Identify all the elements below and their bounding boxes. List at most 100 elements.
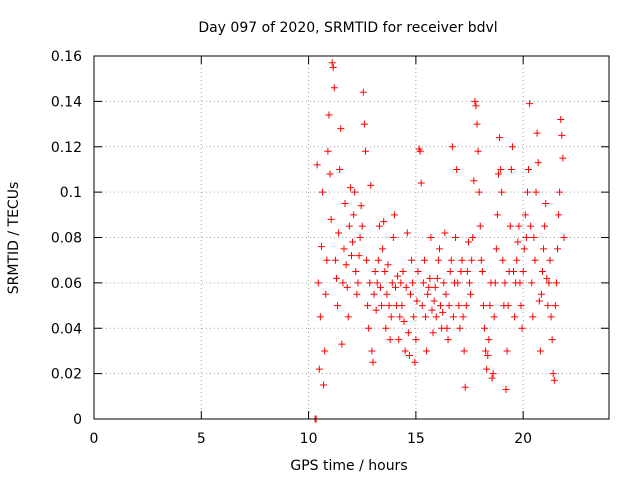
data-point bbox=[341, 199, 349, 207]
data-point bbox=[339, 279, 347, 287]
data-point bbox=[478, 268, 486, 276]
data-point bbox=[442, 290, 450, 298]
data-point bbox=[517, 302, 525, 310]
data-point bbox=[446, 268, 454, 276]
data-point bbox=[503, 347, 511, 355]
data-point bbox=[479, 302, 487, 310]
data-point bbox=[449, 313, 457, 321]
data-point bbox=[471, 97, 479, 105]
data-point bbox=[526, 100, 534, 108]
data-point bbox=[329, 63, 337, 71]
data-point bbox=[528, 279, 536, 287]
data-point bbox=[417, 179, 425, 187]
data-point bbox=[428, 306, 436, 314]
data-point bbox=[321, 347, 329, 355]
data-point bbox=[514, 238, 522, 246]
data-point bbox=[396, 313, 404, 321]
data-point bbox=[457, 268, 465, 276]
y-tick-label: 0.16 bbox=[51, 49, 82, 65]
x-tick-label: 10 bbox=[300, 431, 318, 447]
data-point bbox=[352, 268, 360, 276]
data-point bbox=[516, 279, 524, 287]
data-point bbox=[469, 234, 477, 241]
data-point bbox=[397, 279, 405, 287]
data-point bbox=[454, 279, 462, 287]
data-point bbox=[389, 234, 397, 241]
data-points bbox=[311, 59, 568, 423]
data-point bbox=[504, 302, 512, 310]
data-point bbox=[369, 358, 377, 366]
data-point bbox=[439, 308, 447, 316]
data-point bbox=[496, 134, 504, 142]
data-point bbox=[506, 222, 514, 230]
axis-ticks: 0 0.02 0.04 0.06 0.08 0.1 0.12 0.14 0.16 0 5 10 15 20 bbox=[51, 49, 609, 447]
data-point bbox=[374, 256, 382, 264]
data-point bbox=[493, 211, 501, 219]
data-point bbox=[484, 351, 492, 359]
data-point bbox=[403, 229, 411, 237]
data-point bbox=[468, 256, 476, 264]
data-point bbox=[441, 229, 449, 237]
data-point bbox=[519, 268, 527, 276]
data-point bbox=[447, 256, 455, 264]
data-point bbox=[559, 154, 567, 162]
data-point bbox=[531, 256, 539, 264]
data-point bbox=[508, 143, 516, 151]
data-point bbox=[520, 245, 528, 253]
data-point bbox=[529, 313, 537, 321]
data-point bbox=[404, 329, 412, 337]
y-tick-label: 0 bbox=[73, 412, 82, 428]
data-point bbox=[460, 347, 468, 355]
data-point bbox=[324, 147, 332, 155]
data-point bbox=[425, 283, 433, 291]
data-point bbox=[426, 274, 434, 282]
data-point bbox=[353, 290, 361, 298]
data-point bbox=[314, 279, 322, 287]
data-point bbox=[391, 283, 399, 291]
data-point bbox=[325, 111, 333, 119]
data-point bbox=[408, 256, 416, 264]
data-point bbox=[384, 261, 392, 269]
data-point bbox=[464, 238, 472, 246]
data-point bbox=[381, 268, 389, 276]
data-point bbox=[482, 347, 490, 355]
data-point bbox=[556, 188, 564, 196]
data-point bbox=[472, 102, 480, 110]
data-point bbox=[432, 313, 440, 321]
data-point bbox=[427, 234, 435, 241]
data-point bbox=[452, 234, 460, 241]
data-point bbox=[373, 279, 381, 287]
data-point bbox=[331, 256, 339, 264]
data-point bbox=[551, 302, 559, 310]
data-point bbox=[334, 302, 342, 310]
data-point bbox=[443, 324, 451, 332]
data-point bbox=[448, 143, 456, 151]
x-tick-label: 0 bbox=[90, 431, 99, 447]
data-point bbox=[456, 324, 464, 332]
y-tick-label: 0.08 bbox=[51, 231, 82, 247]
data-point bbox=[322, 290, 330, 298]
data-point bbox=[541, 222, 549, 230]
data-point bbox=[386, 336, 394, 344]
data-point bbox=[358, 222, 366, 230]
data-point bbox=[378, 302, 386, 310]
data-point bbox=[525, 165, 533, 173]
data-point bbox=[390, 211, 398, 219]
data-point bbox=[543, 274, 551, 282]
data-point bbox=[474, 147, 482, 155]
data-point bbox=[423, 347, 431, 355]
data-point bbox=[455, 302, 463, 310]
data-point bbox=[371, 268, 379, 276]
data-point bbox=[544, 302, 552, 310]
y-tick-label: 0.02 bbox=[51, 367, 82, 383]
data-point bbox=[356, 234, 364, 241]
data-point bbox=[332, 274, 340, 282]
data-point bbox=[364, 302, 372, 310]
data-point bbox=[413, 297, 421, 305]
data-point bbox=[534, 159, 542, 167]
data-point bbox=[388, 279, 396, 287]
data-point bbox=[414, 268, 422, 276]
data-point bbox=[317, 243, 325, 251]
